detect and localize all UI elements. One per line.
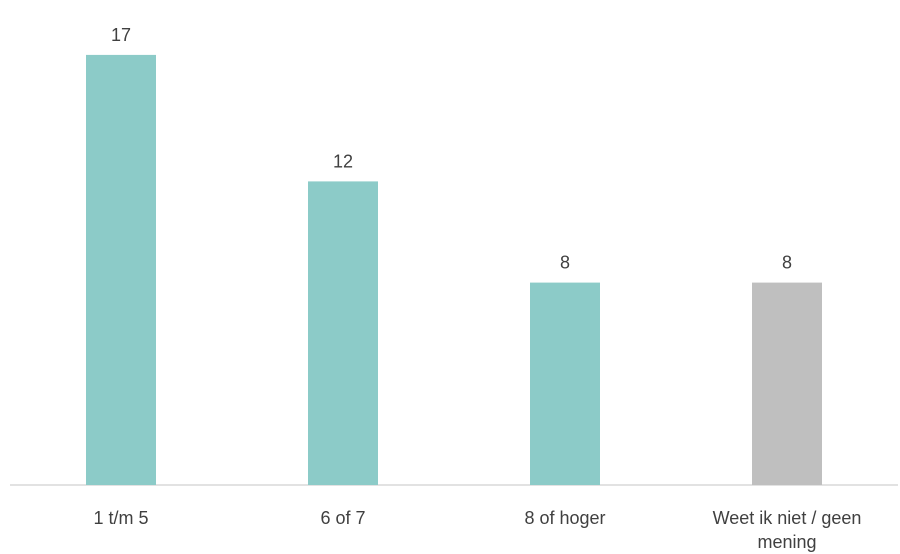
bar-4 [752, 282, 822, 485]
bar-1 [86, 54, 156, 486]
data-label-4: 8 [782, 253, 792, 273]
bar-2 [308, 181, 378, 485]
bar-3 [530, 282, 600, 485]
data-label-1: 17 [111, 25, 131, 45]
category-label-1: 1 t/m 5 [93, 508, 148, 528]
category-label-4: Weet ik niet / geen mening [713, 508, 862, 552]
data-label-2: 12 [333, 151, 353, 171]
category-label-3: 8 of hoger [524, 508, 605, 528]
category-label-2: 6 of 7 [320, 508, 365, 528]
data-label-3: 8 [560, 253, 570, 273]
